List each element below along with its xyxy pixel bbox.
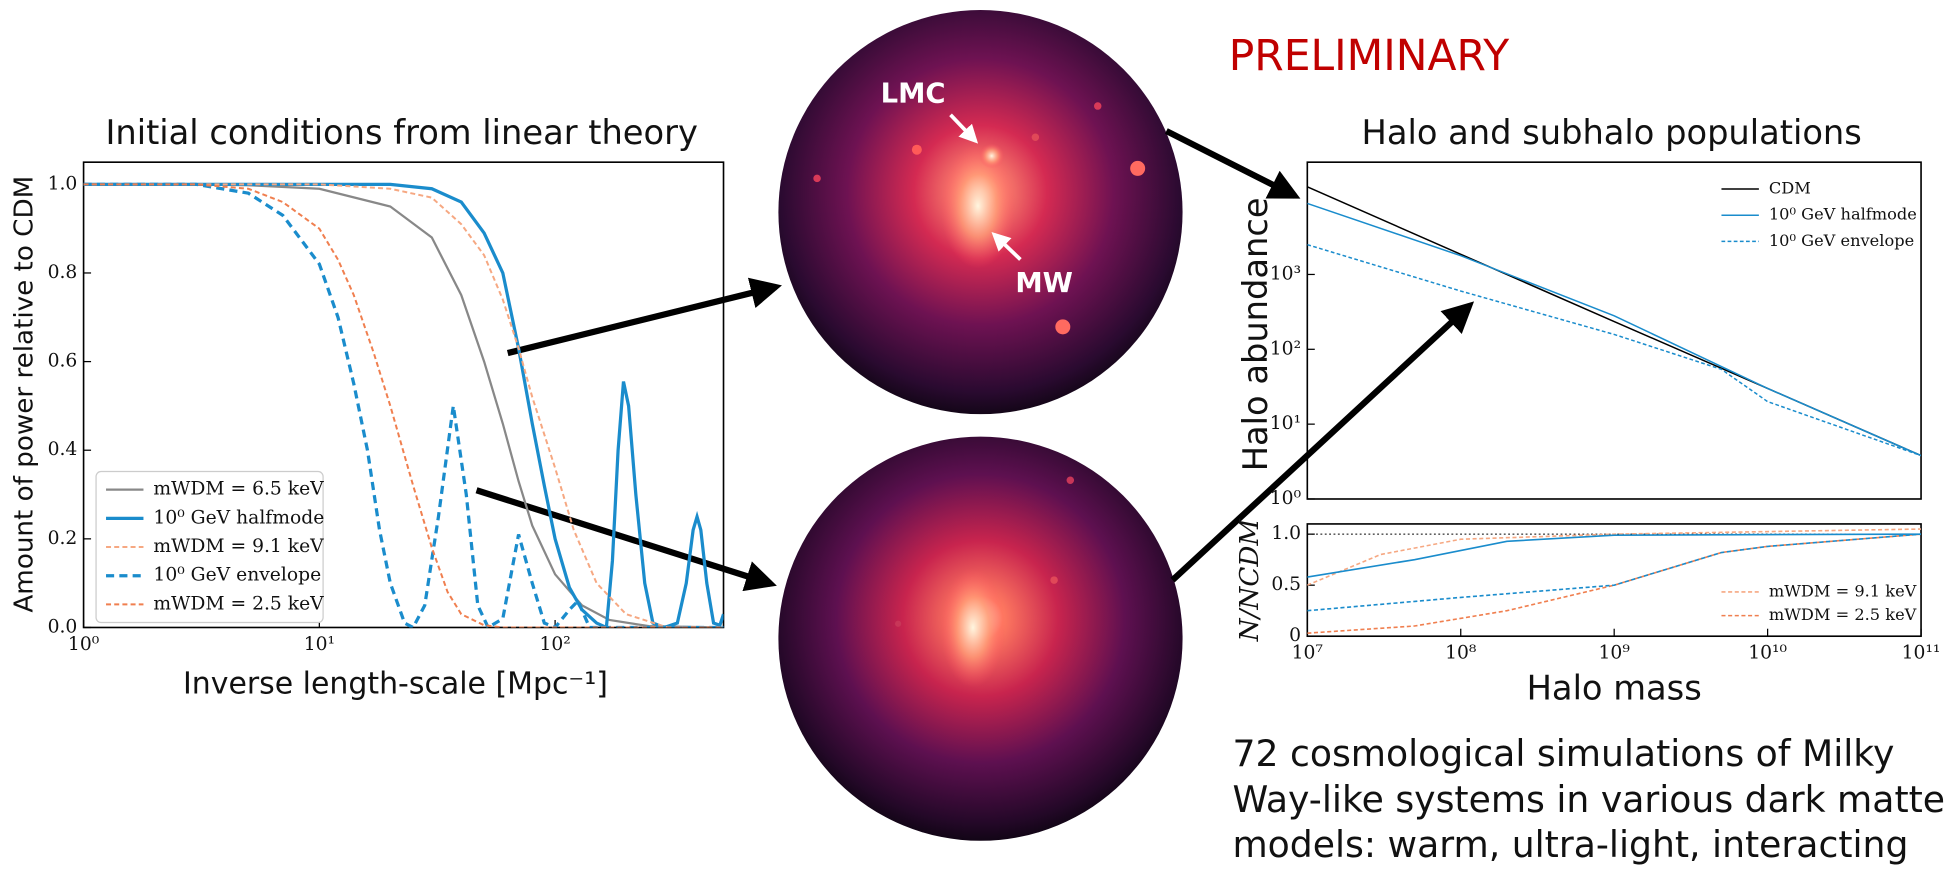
x-tick-label: 10¹ <box>304 634 335 655</box>
y-axis-label: N/NCDM <box>1235 518 1265 643</box>
legend-label: 10⁰ GeV halfmode <box>153 507 324 528</box>
y-tick-label: 0.6 <box>48 351 78 372</box>
x-tick-label: 10⁹ <box>1599 643 1631 664</box>
arrow <box>1166 131 1294 196</box>
legend-label: 10⁰ GeV envelope <box>153 565 321 586</box>
legend-label: mWDM = 9.1 keV <box>1769 581 1917 600</box>
caption-line: 72 cosmological simulations of Milky <box>1232 732 1894 775</box>
slide: LMC MW PRELIMINARY 72 cosmological simul… <box>0 0 1946 867</box>
y-axis-label: Halo abundance <box>1236 197 1275 471</box>
preliminary-stamp: PRELIMINARY <box>1229 32 1510 81</box>
page: {"annotations": {"stamp": "PRELIMINARY",… <box>0 0 1946 867</box>
series-line <box>1307 245 1921 456</box>
halo-image-bottom <box>778 437 1182 841</box>
x-tick-label: 10⁰ <box>68 634 100 655</box>
halo-image-top <box>778 10 1182 414</box>
chart-title: Halo and subhalo populations <box>1362 113 1862 152</box>
y-tick-label: 0.5 <box>1271 574 1301 595</box>
y-tick-label: 0.2 <box>48 528 78 549</box>
y-tick-label: 0.4 <box>48 439 78 460</box>
y-tick-label: 1.0 <box>48 173 78 194</box>
chart-title: Initial conditions from linear theory <box>105 113 697 152</box>
series-line <box>1307 534 1921 577</box>
legend-label: mWDM = 2.5 keV <box>153 593 324 614</box>
y-tick-label: 10⁰ <box>1270 488 1302 509</box>
legend-label: 10⁰ GeV halfmode <box>1769 205 1917 224</box>
series-line <box>1307 529 1921 585</box>
x-tick-label: 10¹¹ <box>1902 643 1941 664</box>
legend-label: mWDM = 6.5 keV <box>153 479 324 500</box>
x-axis-label: Inverse length-scale [Mpc⁻¹] <box>183 666 608 701</box>
caption-line: models: warm, ultra-light, interacting <box>1232 823 1908 866</box>
legend-label: 10⁰ GeV envelope <box>1769 231 1914 250</box>
x-tick-label: 10² <box>539 634 570 655</box>
legend-label: mWDM = 9.1 keV <box>153 536 324 557</box>
x-tick-label: 10¹⁰ <box>1748 643 1787 664</box>
arrow <box>508 287 776 353</box>
x-tick-label: 10⁸ <box>1445 643 1476 664</box>
legend-label: mWDM = 2.5 keV <box>1769 605 1917 624</box>
y-axis-label: Amount of power relative to CDM <box>9 176 39 613</box>
x-tick-label: 10⁷ <box>1292 643 1323 664</box>
legend-label: CDM <box>1769 179 1811 198</box>
arrow <box>1173 306 1470 580</box>
y-tick-label: 1.0 <box>1271 523 1301 544</box>
x-axis-label: Halo mass <box>1527 668 1702 707</box>
caption-line: Way-like systems in various dark matter <box>1232 778 1946 821</box>
y-tick-label: 0.8 <box>48 262 78 283</box>
lmc-label: LMC <box>881 78 946 109</box>
mw-label: MW <box>1015 268 1073 299</box>
